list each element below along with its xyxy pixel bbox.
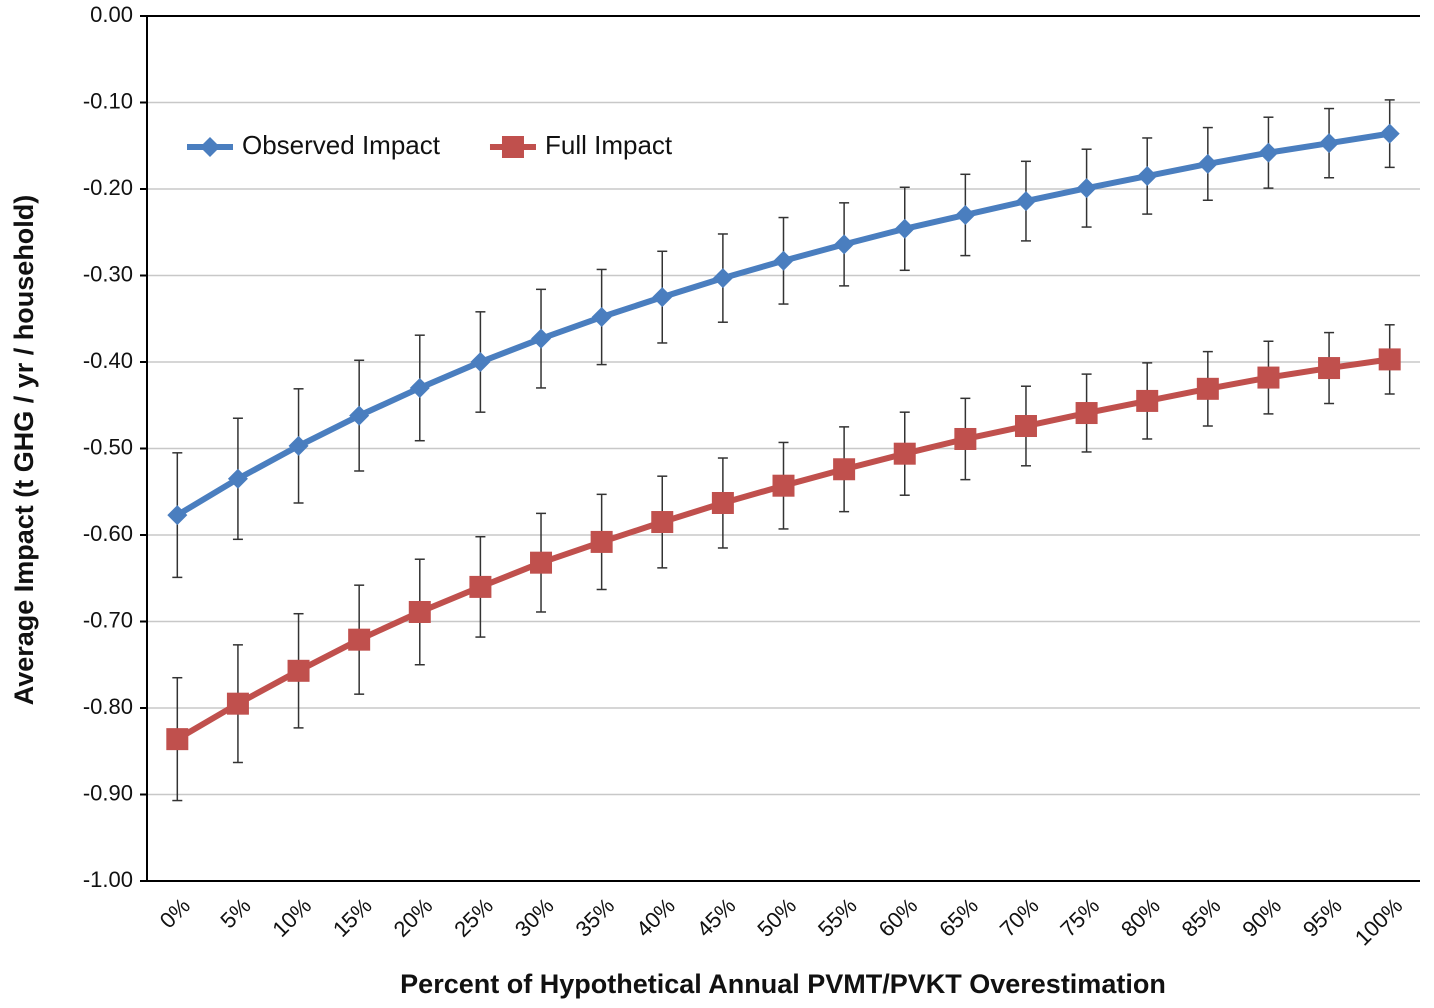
marker	[469, 575, 492, 598]
marker	[894, 218, 915, 239]
marker	[1136, 389, 1159, 412]
marker	[590, 530, 613, 553]
y-tick-label: -0.60	[83, 521, 133, 546]
marker	[1319, 133, 1340, 154]
x-tick-label: 5%	[215, 893, 255, 933]
x-tick-label: 30%	[510, 893, 559, 942]
marker	[166, 728, 189, 751]
x-axis-title: Percent of Hypothetical Annual PVMT/PVKT…	[400, 969, 1166, 999]
legend-label: Full Impact	[545, 130, 673, 160]
marker	[955, 204, 976, 225]
marker	[1076, 178, 1097, 199]
x-tick-label: 80%	[1116, 893, 1165, 942]
marker	[834, 234, 855, 255]
marker	[1197, 153, 1218, 174]
marker	[833, 458, 856, 481]
marker	[167, 505, 188, 526]
marker	[408, 600, 431, 623]
marker	[711, 491, 734, 514]
x-tick-label: 50%	[752, 893, 801, 942]
marker	[349, 405, 370, 426]
x-tick-label: 85%	[1177, 893, 1226, 942]
marker	[288, 435, 309, 456]
x-tick-label: 45%	[692, 893, 741, 942]
marker	[712, 268, 733, 289]
x-tick-label: 55%	[813, 893, 862, 942]
y-axis-title: Average Impact (t GHG / yr / household)	[9, 195, 39, 706]
marker	[531, 328, 552, 349]
x-tick-label: 60%	[874, 893, 923, 942]
marker	[954, 427, 977, 450]
marker	[1014, 415, 1037, 438]
marker	[1075, 402, 1098, 425]
marker	[893, 442, 916, 465]
marker	[1015, 191, 1036, 212]
y-tick-label: 0.00	[90, 2, 133, 27]
marker	[772, 474, 795, 497]
legend-marker	[200, 137, 220, 157]
marker	[1258, 142, 1279, 163]
x-tick-label: 100%	[1350, 893, 1407, 950]
marker	[227, 468, 248, 489]
y-tick-label: -0.70	[83, 607, 133, 632]
marker	[530, 551, 553, 574]
marker	[1379, 123, 1400, 144]
marker	[287, 659, 310, 682]
legend-label: Observed Impact	[242, 130, 441, 160]
legend-marker	[501, 136, 524, 158]
x-tick-label: 0%	[155, 893, 195, 933]
y-tick-label: -0.10	[83, 88, 133, 113]
marker	[348, 628, 371, 651]
x-tick-label: 25%	[449, 893, 498, 942]
marker	[773, 250, 794, 271]
marker	[226, 692, 249, 715]
x-tick-label: 90%	[1237, 893, 1286, 942]
y-tick-label: -0.30	[83, 261, 133, 286]
y-tick-label: -0.80	[83, 694, 133, 719]
x-tick-label: 35%	[570, 893, 619, 942]
marker	[1378, 348, 1401, 371]
y-tick-label: -0.50	[83, 434, 133, 459]
x-tick-label: 75%	[1055, 893, 1104, 942]
marker	[652, 287, 673, 308]
x-tick-label: 15%	[328, 893, 377, 942]
x-tick-label: 70%	[995, 893, 1044, 942]
marker	[1257, 366, 1280, 389]
y-tick-label: -0.90	[83, 780, 133, 805]
x-tick-label: 20%	[389, 893, 438, 942]
marker	[470, 352, 491, 372]
x-tick-label: 65%	[934, 893, 983, 942]
x-tick-label: 40%	[631, 893, 680, 942]
x-tick-label: 10%	[267, 893, 316, 942]
y-tick-label: -0.40	[83, 348, 133, 373]
x-tick-label: 95%	[1298, 893, 1347, 942]
marker	[409, 377, 430, 398]
marker	[591, 307, 612, 328]
y-tick-label: -0.20	[83, 175, 133, 200]
marker	[1318, 357, 1341, 380]
marker	[1137, 166, 1158, 187]
marker	[651, 511, 674, 534]
marker	[1196, 377, 1219, 400]
y-tick-label: -1.00	[83, 867, 133, 892]
